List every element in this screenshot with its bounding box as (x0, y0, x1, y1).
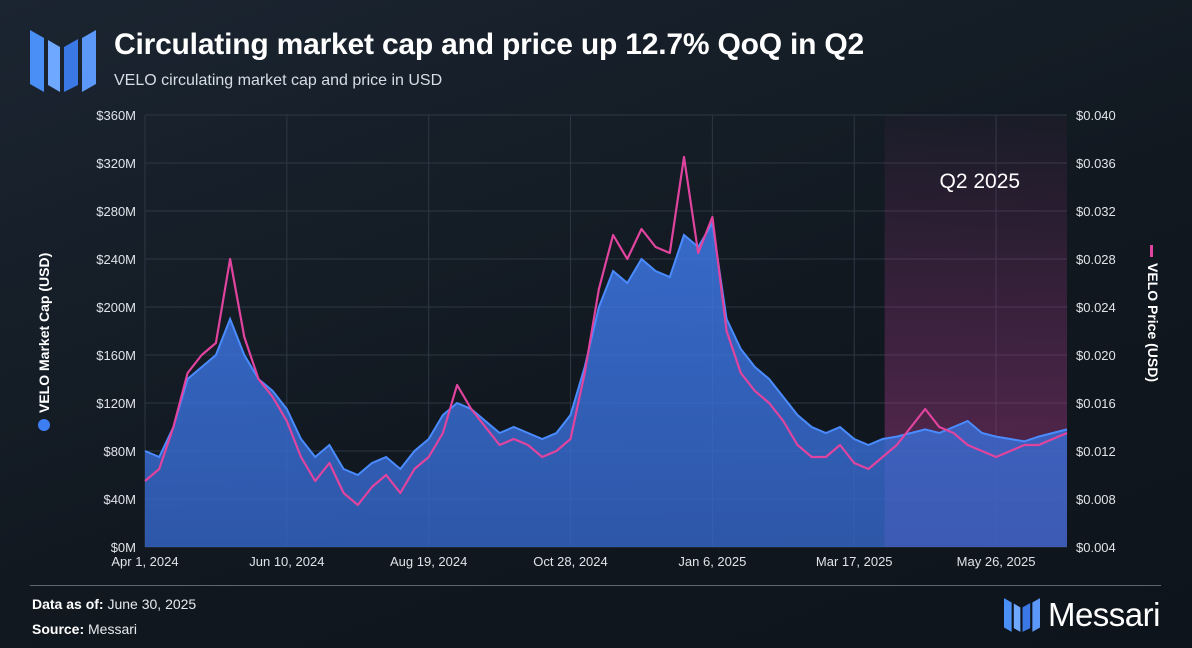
x-tick-label: Oct 28, 2024 (533, 554, 607, 569)
y-right-tick-label: $0.020 (1076, 348, 1116, 363)
y-right-tick-label: $0.040 (1076, 108, 1116, 123)
y-right-axis-label-group: VELO Price (USD) (1145, 245, 1161, 382)
source: Source: Messari (32, 621, 137, 637)
data-as-of: Data as of: June 30, 2025 (32, 596, 196, 612)
price-legend-marker (1150, 245, 1153, 257)
y-right-tick-label: $0.016 (1076, 396, 1116, 411)
x-tick-label: Mar 17, 2025 (816, 554, 893, 569)
market-cap-line (144, 220, 1068, 477)
y-left-tick-label: $80M (103, 444, 136, 459)
page-subtitle: VELO circulating market cap and price in… (114, 72, 443, 89)
data-as-of-label: Data as of: (32, 596, 104, 612)
x-tick-label: Aug 19, 2024 (390, 554, 467, 569)
page-title: Circulating market cap and price up 12.7… (114, 28, 865, 61)
y-left-axis-label: VELO Market Cap (USD) (36, 253, 52, 413)
y-left-tick-label: $120M (96, 396, 136, 411)
y-left-tick-label: $280M (96, 204, 136, 219)
market-cap-area (145, 223, 1067, 547)
x-tick-label: Jun 10, 2024 (249, 554, 324, 569)
data-as-of-value: June 30, 2025 (107, 596, 197, 612)
y-right-axis-label: VELO Price (USD) (1145, 263, 1161, 382)
messari-logo-icon (30, 30, 96, 92)
y-right-tick-label: $0.008 (1076, 492, 1116, 507)
x-tick-label: May 26, 2025 (957, 554, 1036, 569)
y-right-tick-label: $0.032 (1076, 204, 1116, 219)
brand-logo: Messari (1003, 596, 1161, 634)
y-left-tick-label: $200M (96, 300, 136, 315)
market-cap-legend-marker (38, 419, 50, 431)
y-left-tick-label: $320M (96, 156, 136, 171)
y-left-tick-label: $240M (96, 252, 136, 267)
market-cap-price-chart: $0M $0.004 $40M $0.008 $80M $0.012 $120M $0.016… (36, 108, 1161, 569)
y-right-tick-label: $0.004 (1076, 540, 1116, 555)
y-right-tick-label: $0.024 (1076, 300, 1116, 315)
footer-divider (30, 585, 1161, 586)
y-left-tick-label: $40M (103, 492, 136, 507)
y-right-tick-label: $0.036 (1076, 156, 1116, 171)
x-tick-label: Jan 6, 2025 (678, 554, 746, 569)
x-tick-label: Apr 1, 2024 (111, 554, 178, 569)
y-left-tick-label: $360M (96, 108, 136, 123)
y-right-tick-label: $0.012 (1076, 444, 1116, 459)
messari-brand-icon (1003, 598, 1040, 632)
source-value: Messari (88, 621, 138, 637)
y-left-tick-label: $160M (96, 348, 136, 363)
y-left-tick-label: $0M (111, 540, 136, 555)
price-line (144, 155, 1068, 507)
y-right-tick-label: $0.028 (1076, 252, 1116, 267)
source-label: Source: (32, 621, 85, 637)
q2-highlight-label: Q2 2025 (940, 170, 1021, 193)
brand-name: Messari (1047, 596, 1161, 633)
y-left-axis-label-group: VELO Market Cap (USD) (36, 253, 52, 431)
